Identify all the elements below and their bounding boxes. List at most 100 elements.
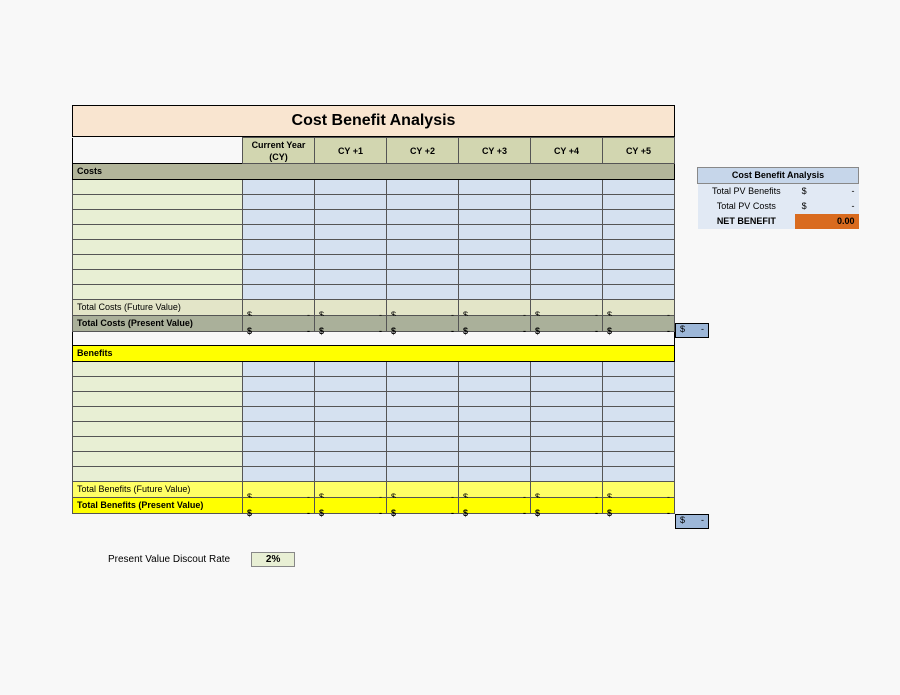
input-label-cell[interactable] [73, 285, 243, 300]
input-year-cell[interactable] [387, 422, 459, 437]
input-year-cell[interactable] [603, 437, 675, 452]
input-year-cell[interactable] [315, 452, 387, 467]
input-label-cell[interactable] [73, 210, 243, 225]
input-year-cell[interactable] [459, 270, 531, 285]
input-year-cell[interactable] [387, 255, 459, 270]
input-row[interactable] [73, 377, 675, 392]
input-year-cell[interactable] [243, 180, 315, 195]
input-row[interactable] [73, 392, 675, 407]
input-year-cell[interactable] [387, 285, 459, 300]
input-year-cell[interactable] [243, 255, 315, 270]
input-year-cell[interactable] [531, 422, 603, 437]
input-year-cell[interactable] [315, 392, 387, 407]
input-year-cell[interactable] [243, 422, 315, 437]
input-year-cell[interactable] [459, 392, 531, 407]
input-year-cell[interactable] [531, 392, 603, 407]
input-label-cell[interactable] [73, 377, 243, 392]
input-year-cell[interactable] [243, 467, 315, 482]
input-year-cell[interactable] [387, 467, 459, 482]
input-year-cell[interactable] [243, 195, 315, 210]
input-year-cell[interactable] [603, 195, 675, 210]
input-year-cell[interactable] [243, 240, 315, 255]
input-year-cell[interactable] [315, 285, 387, 300]
input-year-cell[interactable] [315, 407, 387, 422]
input-year-cell[interactable] [531, 285, 603, 300]
input-year-cell[interactable] [603, 467, 675, 482]
input-label-cell[interactable] [73, 255, 243, 270]
input-row[interactable] [73, 452, 675, 467]
input-row[interactable] [73, 407, 675, 422]
input-year-cell[interactable] [603, 285, 675, 300]
input-row[interactable] [73, 225, 675, 240]
input-year-cell[interactable] [315, 270, 387, 285]
input-year-cell[interactable] [531, 377, 603, 392]
input-year-cell[interactable] [243, 285, 315, 300]
input-year-cell[interactable] [531, 437, 603, 452]
input-row[interactable] [73, 195, 675, 210]
input-year-cell[interactable] [459, 255, 531, 270]
input-year-cell[interactable] [387, 437, 459, 452]
input-year-cell[interactable] [603, 180, 675, 195]
input-label-cell[interactable] [73, 452, 243, 467]
input-year-cell[interactable] [387, 452, 459, 467]
input-row[interactable] [73, 210, 675, 225]
input-year-cell[interactable] [243, 437, 315, 452]
input-year-cell[interactable] [531, 210, 603, 225]
input-year-cell[interactable] [387, 195, 459, 210]
input-year-cell[interactable] [531, 452, 603, 467]
input-row[interactable] [73, 255, 675, 270]
input-year-cell[interactable] [315, 195, 387, 210]
input-year-cell[interactable] [315, 240, 387, 255]
input-label-cell[interactable] [73, 180, 243, 195]
input-year-cell[interactable] [531, 270, 603, 285]
input-row[interactable] [73, 467, 675, 482]
input-year-cell[interactable] [603, 392, 675, 407]
input-year-cell[interactable] [459, 362, 531, 377]
input-year-cell[interactable] [387, 362, 459, 377]
input-year-cell[interactable] [459, 240, 531, 255]
input-year-cell[interactable] [603, 270, 675, 285]
input-year-cell[interactable] [531, 195, 603, 210]
input-year-cell[interactable] [603, 225, 675, 240]
input-year-cell[interactable] [387, 377, 459, 392]
input-label-cell[interactable] [73, 422, 243, 437]
input-year-cell[interactable] [459, 452, 531, 467]
input-year-cell[interactable] [315, 422, 387, 437]
input-year-cell[interactable] [459, 225, 531, 240]
input-year-cell[interactable] [243, 270, 315, 285]
discount-rate-value[interactable]: 2% [251, 552, 295, 567]
input-label-cell[interactable] [73, 437, 243, 452]
input-year-cell[interactable] [315, 180, 387, 195]
input-row[interactable] [73, 270, 675, 285]
input-year-cell[interactable] [315, 467, 387, 482]
input-row[interactable] [73, 285, 675, 300]
input-year-cell[interactable] [387, 225, 459, 240]
input-year-cell[interactable] [459, 467, 531, 482]
input-year-cell[interactable] [603, 422, 675, 437]
input-year-cell[interactable] [387, 180, 459, 195]
input-year-cell[interactable] [603, 255, 675, 270]
input-row[interactable] [73, 240, 675, 255]
input-label-cell[interactable] [73, 225, 243, 240]
input-year-cell[interactable] [459, 422, 531, 437]
input-year-cell[interactable] [387, 392, 459, 407]
input-year-cell[interactable] [531, 255, 603, 270]
input-label-cell[interactable] [73, 392, 243, 407]
input-year-cell[interactable] [531, 407, 603, 422]
input-label-cell[interactable] [73, 270, 243, 285]
input-year-cell[interactable] [315, 362, 387, 377]
input-row[interactable] [73, 180, 675, 195]
input-year-cell[interactable] [459, 407, 531, 422]
input-year-cell[interactable] [243, 392, 315, 407]
input-year-cell[interactable] [243, 377, 315, 392]
input-year-cell[interactable] [315, 255, 387, 270]
input-year-cell[interactable] [387, 407, 459, 422]
input-year-cell[interactable] [459, 437, 531, 452]
input-year-cell[interactable] [387, 240, 459, 255]
input-label-cell[interactable] [73, 195, 243, 210]
input-year-cell[interactable] [603, 362, 675, 377]
input-year-cell[interactable] [531, 362, 603, 377]
input-year-cell[interactable] [387, 210, 459, 225]
input-year-cell[interactable] [531, 240, 603, 255]
input-year-cell[interactable] [459, 195, 531, 210]
